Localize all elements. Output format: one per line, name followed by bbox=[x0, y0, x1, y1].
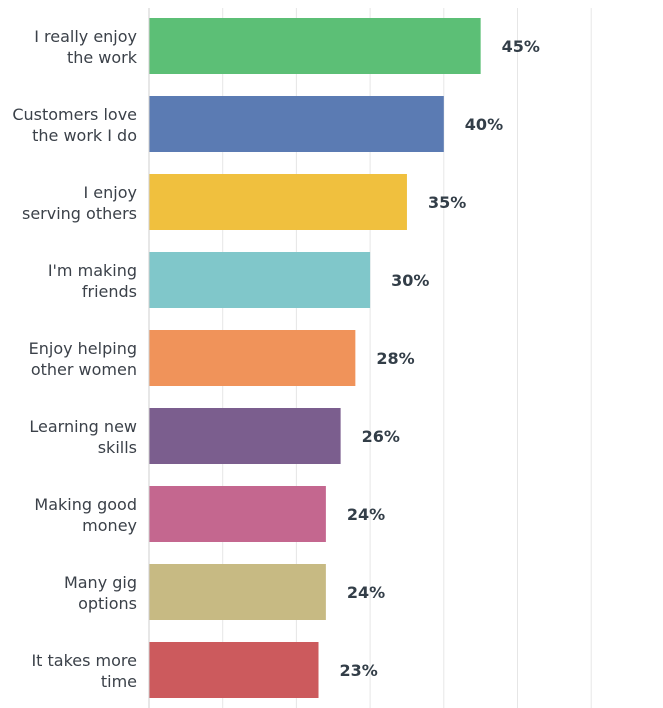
category-label: It takes more time bbox=[31, 651, 137, 691]
bar-1 bbox=[149, 18, 481, 74]
category-label: Learning new skills bbox=[29, 417, 137, 457]
value-label: 45% bbox=[502, 37, 540, 56]
category-labels: I really enjoy the work Customers love the … bbox=[12, 27, 137, 691]
bar-2 bbox=[149, 96, 444, 152]
category-label: Customers love the work I do bbox=[12, 105, 137, 145]
value-label: 30% bbox=[391, 271, 429, 290]
category-label: Enjoy helping other women bbox=[29, 339, 137, 379]
bar-6 bbox=[149, 408, 341, 464]
category-label: I enjoy serving others bbox=[22, 183, 137, 223]
category-label: Many gig options bbox=[64, 573, 137, 613]
value-label: 35% bbox=[428, 193, 466, 212]
bar-9 bbox=[149, 642, 319, 698]
category-label: I'm making friends bbox=[48, 261, 137, 301]
value-label: 40% bbox=[465, 115, 503, 134]
value-label: 23% bbox=[340, 661, 378, 680]
value-label: 24% bbox=[347, 505, 385, 524]
value-label: 28% bbox=[376, 349, 414, 368]
value-label: 26% bbox=[362, 427, 400, 446]
category-label: Making good money bbox=[34, 495, 137, 535]
bar-7 bbox=[149, 486, 326, 542]
value-label: 24% bbox=[347, 583, 385, 602]
category-label: I really enjoy the work bbox=[34, 27, 138, 67]
bar-5 bbox=[149, 330, 355, 386]
bar-3 bbox=[149, 174, 407, 230]
bars bbox=[149, 18, 481, 698]
bar-8 bbox=[149, 564, 326, 620]
bar-4 bbox=[149, 252, 370, 308]
